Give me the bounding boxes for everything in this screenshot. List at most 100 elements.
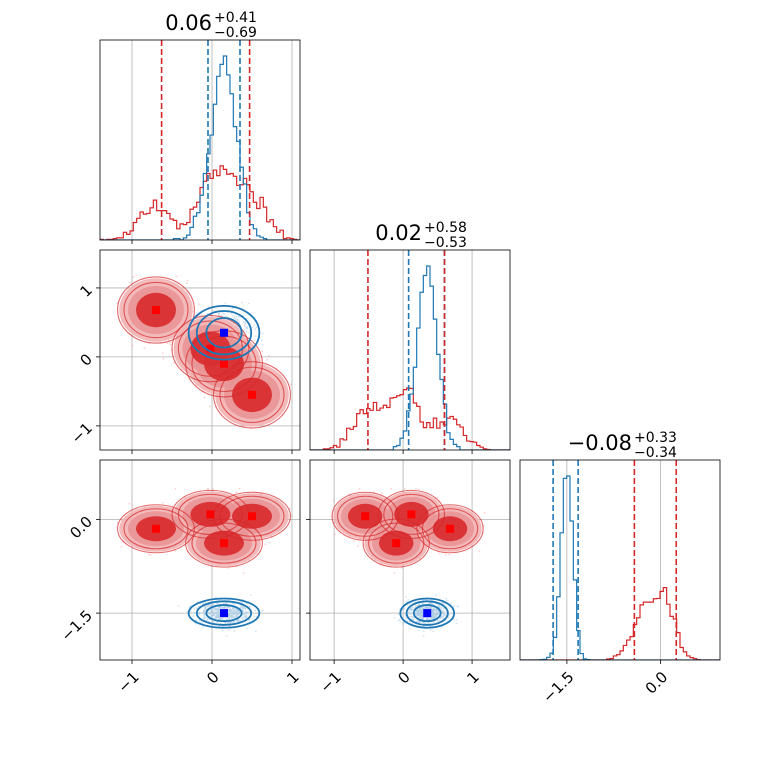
sample-point-red [131, 504, 134, 507]
sample-point-red [129, 281, 131, 284]
sample-point-blue [408, 603, 411, 606]
x-tick-label: 1 [463, 668, 482, 687]
sample-point-blue [209, 604, 212, 607]
sample-point-blue [432, 630, 435, 633]
sample-point-blue [202, 610, 205, 612]
sample-point-red [380, 492, 383, 495]
sample-point-blue [214, 610, 217, 613]
sample-point-blue [244, 323, 247, 325]
x-tick-label: −1 [114, 668, 142, 696]
sample-point-red [208, 405, 211, 408]
mode-marker-red [206, 510, 215, 519]
sample-point-blue [198, 611, 201, 614]
sample-point-blue [212, 610, 215, 612]
sample-point-blue [457, 605, 460, 608]
sample-point-blue [421, 614, 424, 617]
sample-point-blue [428, 618, 430, 621]
title-median: 0.02 [375, 221, 422, 245]
sample-point-blue [190, 604, 192, 607]
sample-point-red [174, 487, 177, 490]
sample-point-red [169, 343, 172, 346]
sample-point-blue [418, 607, 421, 610]
sample-point-blue [230, 612, 233, 615]
title-median: 0.06 [165, 11, 212, 35]
sample-point-blue [213, 609, 216, 611]
contour-line-red [177, 493, 243, 535]
sample-point-blue [437, 611, 440, 614]
panel-title: 0.02 +0.58−0.53 [375, 220, 467, 251]
sample-point-blue [417, 613, 420, 616]
contour-line-blue [405, 600, 449, 626]
sample-point-blue [442, 610, 444, 612]
contour-line-red [377, 489, 446, 539]
sample-point-blue [257, 343, 260, 346]
histogram-red [520, 587, 720, 660]
sample-point-blue [445, 599, 448, 602]
sample-point-blue [442, 607, 445, 610]
sample-point-blue [216, 607, 219, 610]
sample-point-blue [402, 624, 405, 626]
sample-point-blue [452, 618, 455, 621]
mode-marker-red [248, 512, 256, 521]
sample-point-blue [216, 610, 219, 612]
sample-point-blue [451, 612, 453, 615]
sample-point-blue [408, 610, 411, 613]
sample-point-blue [206, 605, 209, 608]
contour-line-blue [195, 600, 253, 626]
contour-line-red [117, 504, 195, 554]
sample-point-blue [254, 328, 257, 331]
histogram-blue [100, 55, 300, 240]
sample-point-blue [224, 622, 227, 625]
sample-point-blue [234, 610, 237, 612]
sample-point-blue [241, 618, 244, 621]
mode-marker-red [248, 390, 256, 399]
sample-point-blue [228, 617, 231, 620]
sample-point-blue [253, 615, 256, 618]
sample-point-red [198, 303, 201, 306]
mode-marker-red [220, 539, 228, 548]
sample-point-blue [245, 616, 248, 619]
sample-point-red [166, 342, 169, 345]
sample-point-blue [434, 612, 437, 615]
sample-point-blue [255, 326, 258, 329]
title-upper: +0.58 [424, 220, 467, 236]
sample-point-blue [177, 605, 180, 607]
sample-point-red [448, 553, 451, 556]
sample-point-blue [426, 617, 428, 620]
sample-point-blue [444, 614, 447, 617]
mode-marker-red [206, 344, 215, 353]
title-upper: +0.33 [634, 430, 677, 446]
title-upper: +0.41 [214, 10, 257, 26]
sample-point-red [173, 361, 175, 364]
sample-point-blue [210, 609, 213, 612]
sample-point-blue [411, 606, 414, 609]
sample-point-blue [208, 612, 211, 615]
y-tick-label: 0 [77, 350, 96, 369]
contour-line-red [191, 522, 257, 564]
sample-point-blue [225, 634, 228, 637]
sample-point-red [436, 496, 439, 499]
title-median: −0.08 [568, 431, 632, 455]
sample-point-blue [228, 613, 231, 616]
panel-frame [99, 249, 301, 451]
sample-point-blue [243, 617, 246, 620]
sample-point-blue [236, 613, 239, 615]
sample-point-blue [243, 615, 246, 618]
sample-point-red [438, 552, 440, 555]
sample-point-red [135, 274, 138, 277]
mean-marker-blue [220, 328, 228, 337]
sample-point-red [390, 488, 393, 490]
sample-point-blue [430, 617, 432, 620]
sample-point-blue [445, 612, 448, 615]
sample-point-blue [255, 335, 257, 338]
sample-point-blue [227, 606, 230, 609]
sample-point-blue [214, 617, 217, 620]
sample-point-red [128, 502, 131, 505]
sample-point-blue [223, 313, 226, 316]
sample-point-blue [193, 607, 196, 610]
sample-point-red [268, 541, 271, 544]
sample-point-blue [411, 611, 414, 614]
panel-frame [309, 249, 511, 451]
contour-line-blue [187, 597, 261, 629]
contour-line-red [185, 518, 263, 568]
